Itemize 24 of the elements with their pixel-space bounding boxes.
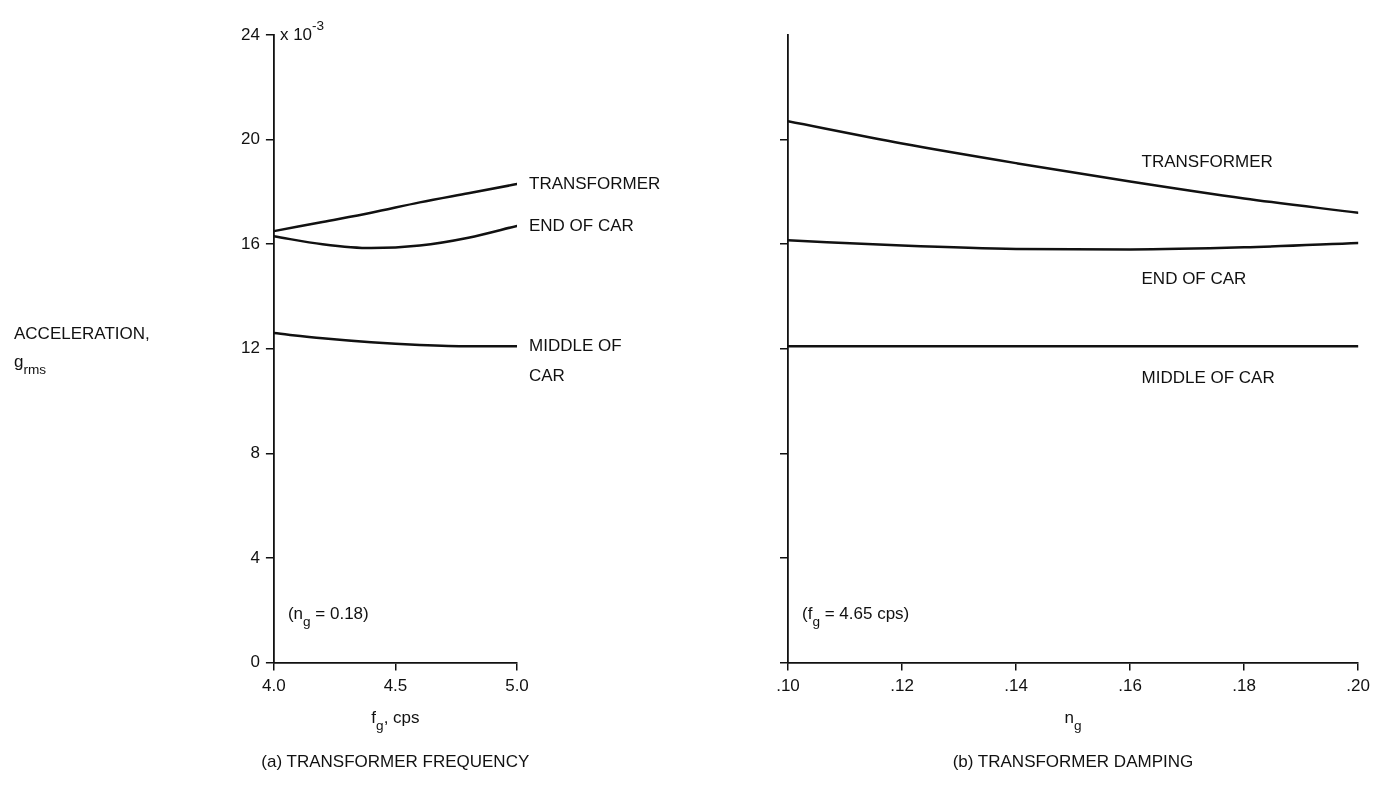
y-tick-label: 0 [250, 652, 260, 672]
series-label: MIDDLE OF CAR [1141, 367, 1275, 387]
y-tick-label: 24 [240, 24, 260, 44]
series-label: TRANSFORMER [529, 173, 661, 193]
x-tick-label: .12 [890, 676, 914, 696]
series-label: MIDDLE OF CAR [529, 335, 622, 385]
series-label: END OF CAR [529, 215, 634, 235]
series-label: END OF CAR [1141, 269, 1247, 289]
x-tick-label: .14 [1004, 676, 1028, 696]
y-tick-label: 20 [240, 129, 260, 149]
x-tick-label: 4.5 [383, 676, 408, 696]
x-tick-label: .18 [1232, 676, 1256, 696]
x-tick-label: 5.0 [505, 676, 529, 696]
x-tick-label: .16 [1118, 676, 1142, 696]
x-tick-label: .10 [776, 676, 800, 696]
y-tick-label: 8 [250, 443, 260, 463]
text: (a) TRANSFORMER FREQUENCY [261, 752, 530, 772]
y-tick-label: 12 [240, 338, 260, 358]
x-tick-label: .20 [1346, 676, 1370, 696]
text: (b) TRANSFORMER DAMPING [952, 752, 1194, 772]
y-tick-label: 16 [240, 233, 260, 253]
x-tick-label: 4.0 [262, 676, 286, 696]
y-tick-label: 4 [250, 547, 260, 567]
series-label: TRANSFORMER [1141, 152, 1273, 172]
